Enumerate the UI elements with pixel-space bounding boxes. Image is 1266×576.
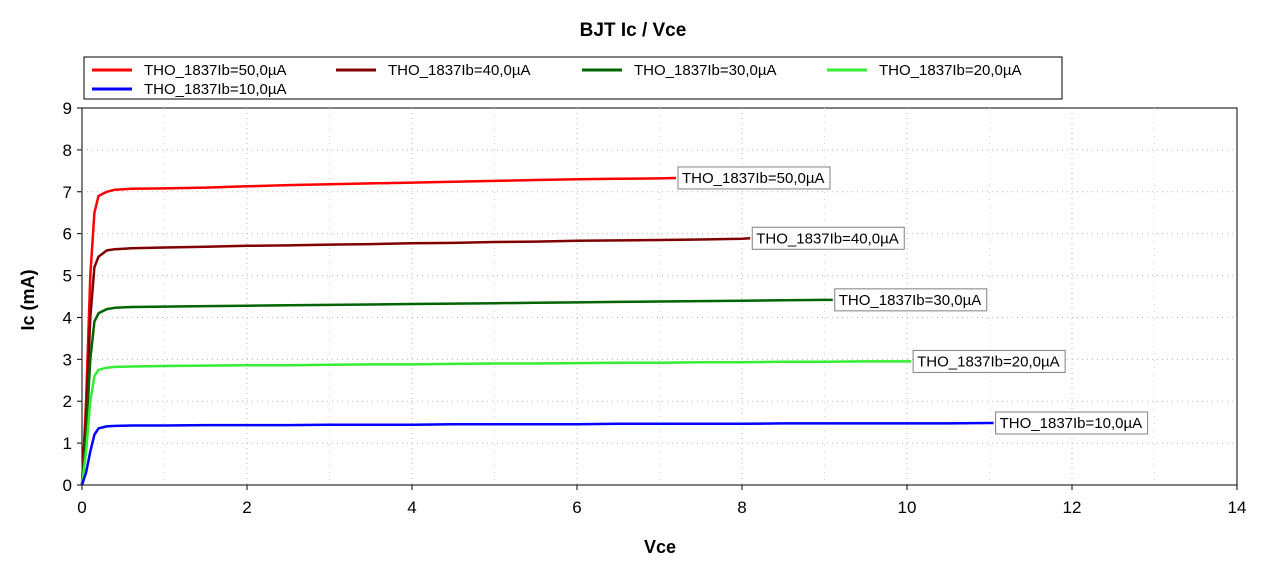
x-tick-label: 0: [77, 498, 86, 517]
annotation-2: THO_1837Ib=30,0µA: [834, 288, 988, 312]
y-tick-label: 8: [63, 141, 72, 160]
annotation-label: THO_1837Ib=20,0µA: [917, 353, 1060, 370]
legend-item-4: THO_1837Ib=10,0µA: [92, 81, 287, 98]
annotation-label: THO_1837Ib=40,0µA: [756, 230, 899, 247]
series-line-3: [80, 360, 912, 486]
annotation-box: [677, 166, 831, 190]
x-axis-label: Vce: [644, 537, 676, 557]
y-axis-label: Ic (mA): [18, 269, 38, 330]
series-line-4: [80, 421, 994, 486]
annotation-box: [995, 411, 1149, 435]
y-tick-label: 6: [63, 225, 72, 244]
x-tick-label: 12: [1063, 498, 1082, 517]
annotation-3: THO_1837Ib=20,0µA: [912, 349, 1066, 373]
annotation-box: [751, 226, 905, 250]
legend-item-0: THO_1837Ib=50,0µA: [92, 62, 287, 79]
legend-item-1: THO_1837Ib=40,0µA: [336, 62, 531, 79]
legend: THO_1837Ib=50,0µA THO_1837Ib=40,0µA THO_18…: [83, 56, 1063, 100]
x-tick-label: 14: [1228, 498, 1247, 517]
series-line-1: [80, 237, 751, 486]
x-tick-label: 6: [572, 498, 581, 517]
y-tick-label: 3: [63, 350, 72, 369]
annotation-label: THO_1837Ib=50,0µA: [682, 170, 825, 187]
chart-title: BJT Ic / Vce: [580, 20, 687, 41]
y-tick-label: 1: [63, 434, 72, 453]
legend-label: THO_1837Ib=40,0µA: [388, 62, 531, 79]
legend-label: THO_1837Ib=20,0µA: [879, 62, 1022, 79]
y-tick-label: 0: [63, 476, 72, 495]
x-axis: 0 2 4 6 8 10 12 14: [77, 485, 1246, 517]
y-tick-label: 7: [63, 183, 72, 202]
annotation-4: THO_1837Ib=10,0µA: [995, 411, 1149, 435]
series-line-2: [80, 298, 833, 486]
annotation-label: THO_1837Ib=10,0µA: [1000, 415, 1143, 432]
legend-item-3: THO_1837Ib=20,0µA: [827, 62, 1022, 79]
annotation-1: THO_1837Ib=40,0µA: [751, 226, 905, 250]
annotation-box: [912, 349, 1066, 373]
legend-label: THO_1837Ib=30,0µA: [634, 62, 777, 79]
legend-item-2: THO_1837Ib=30,0µA: [582, 62, 777, 79]
annotation-0: THO_1837Ib=50,0µA: [677, 166, 831, 190]
series-group: [80, 176, 994, 486]
annotation-label: THO_1837Ib=30,0µA: [839, 292, 982, 309]
annotations: THO_1837Ib=50,0µA THO_1837Ib=40,0µA THO_18…: [677, 166, 1149, 435]
annotation-box: [834, 288, 988, 312]
y-tick-label: 9: [63, 99, 72, 118]
legend-box: [83, 56, 1063, 100]
x-tick-label: 10: [898, 498, 917, 517]
x-tick-label: 8: [737, 498, 746, 517]
y-axis: 0 1 2 3 4 5 6 7 8 9: [63, 99, 82, 495]
x-tick-label: 2: [242, 498, 251, 517]
y-tick-label: 5: [63, 267, 72, 286]
legend-label: THO_1837Ib=50,0µA: [144, 62, 287, 79]
series-line-0: [80, 176, 677, 486]
y-tick-label: 2: [63, 392, 72, 411]
x-tick-label: 4: [407, 498, 416, 517]
legend-label: THO_1837Ib=10,0µA: [144, 81, 287, 98]
y-tick-label: 4: [63, 308, 72, 327]
